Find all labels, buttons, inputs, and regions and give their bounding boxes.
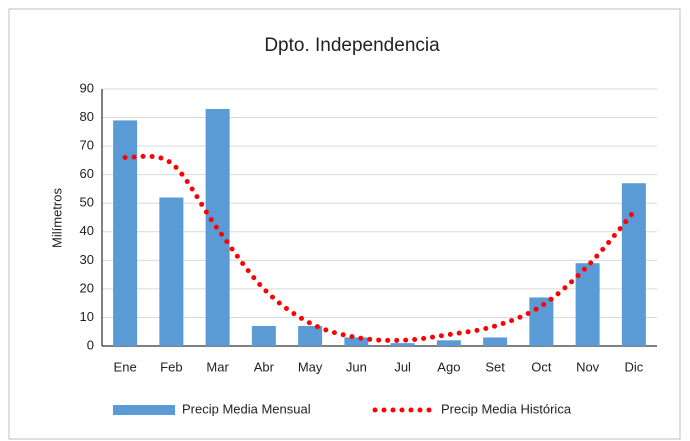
y-tick-label: 40 xyxy=(80,223,94,238)
x-tick-label: Feb xyxy=(160,359,182,374)
y-tick-label: 10 xyxy=(80,309,94,324)
x-tick-label: Abr xyxy=(254,359,275,374)
y-tick-label: 60 xyxy=(80,166,94,181)
bar xyxy=(621,183,646,346)
chart-title: Dpto. Independencia xyxy=(264,35,440,56)
y-tick-label: 70 xyxy=(80,138,94,153)
y-tick-label: 50 xyxy=(80,195,94,210)
bar xyxy=(113,120,138,347)
x-tick-label: May xyxy=(298,359,323,374)
y-axis-label: Milímetros xyxy=(49,188,64,248)
x-tick-label: Dic xyxy=(624,359,643,374)
bar xyxy=(483,337,508,346)
x-tick-label: Nov xyxy=(576,359,600,374)
x-tick-label: Oct xyxy=(531,359,552,374)
bar xyxy=(251,326,276,346)
y-tick-label: 20 xyxy=(80,280,94,295)
legend-swatch xyxy=(113,405,175,415)
x-tick-label: Jul xyxy=(394,359,411,374)
x-tick-label: Set xyxy=(485,359,505,374)
y-tick-label: 0 xyxy=(87,337,94,352)
chart-border xyxy=(8,8,681,440)
y-tick-label: 90 xyxy=(80,80,94,95)
x-tick-label: Ago xyxy=(437,359,460,374)
bar xyxy=(344,337,369,346)
bar xyxy=(159,197,184,346)
bar xyxy=(436,340,461,346)
legend-label: Precip Media Mensual xyxy=(182,401,311,416)
x-tick-label: Mar xyxy=(206,359,229,374)
y-tick-label: 30 xyxy=(80,252,94,267)
x-tick-label: Jun xyxy=(346,359,367,374)
y-tick-label: 80 xyxy=(80,109,94,124)
legend-label: Precip Media Histórica xyxy=(441,401,572,416)
bar xyxy=(529,297,554,346)
x-tick-label: Ene xyxy=(114,359,137,374)
bar xyxy=(390,343,415,346)
bar xyxy=(298,326,323,346)
